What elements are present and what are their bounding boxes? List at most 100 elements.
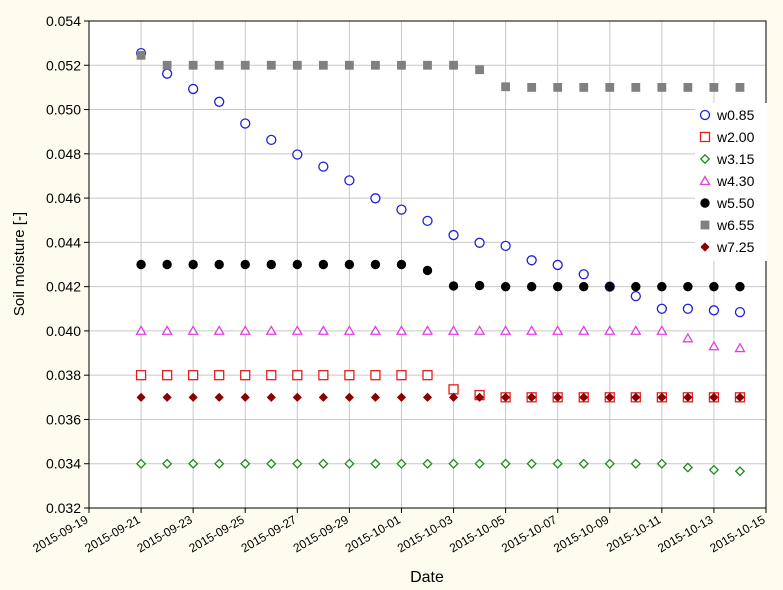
data-point (292, 370, 303, 381)
y-tick-label: 0.036 (46, 411, 81, 427)
data-point (709, 281, 719, 292)
data-point (369, 325, 382, 335)
data-point (395, 325, 408, 335)
data-point (188, 259, 198, 270)
data-point (526, 458, 537, 469)
data-point (734, 466, 746, 477)
data-point (448, 384, 459, 395)
data-point (709, 83, 719, 92)
data-point (162, 60, 172, 70)
data-point (396, 392, 407, 402)
data-point (370, 259, 381, 270)
data-point (292, 458, 303, 469)
data-point (344, 458, 355, 469)
data-point (188, 83, 199, 95)
data-point (682, 303, 694, 314)
data-point (396, 370, 407, 381)
data-point (448, 458, 459, 469)
data-point (474, 280, 485, 291)
data-point (605, 281, 615, 292)
data-point (292, 60, 302, 70)
y-tick-label: 0.044 (46, 234, 81, 250)
data-point (266, 370, 277, 381)
legend: w0.85 w2.00 w3.15 w4.30 w5.50 w6.55 w7.25 (695, 103, 767, 261)
data-point (239, 325, 251, 335)
data-point (422, 370, 433, 381)
data-point (526, 255, 537, 266)
legend-marker (700, 198, 710, 208)
data-point (475, 392, 485, 402)
data-point (370, 370, 381, 381)
data-point (631, 392, 641, 402)
data-point (214, 60, 224, 70)
data-point (317, 325, 329, 335)
data-point (292, 259, 303, 270)
data-point (188, 370, 199, 381)
legend-label: w2.00 (716, 129, 755, 145)
y-tick-label: 0.046 (46, 190, 81, 206)
data-point (448, 281, 459, 291)
data-point (370, 193, 381, 204)
y-tick-label: 0.034 (46, 456, 81, 472)
legend-item: w4.30 (699, 173, 755, 189)
data-point (396, 259, 407, 270)
data-point (422, 265, 433, 276)
data-point (527, 83, 537, 92)
data-point (240, 370, 251, 381)
data-point (318, 370, 329, 381)
data-point (708, 305, 720, 316)
data-point (162, 259, 172, 270)
data-point (266, 134, 277, 146)
legend-marker (700, 220, 710, 230)
data-point (604, 325, 616, 335)
data-point (344, 60, 354, 70)
data-point (579, 392, 589, 402)
data-point (553, 83, 563, 92)
data-point (344, 370, 355, 381)
y-tick-label: 0.050 (46, 102, 81, 118)
data-point (135, 370, 147, 381)
legend-marker (699, 153, 711, 165)
data-point (188, 392, 198, 402)
data-point (657, 281, 667, 292)
data-point (630, 291, 641, 302)
data-point (708, 340, 720, 351)
data-point (682, 462, 694, 473)
data-point (240, 259, 250, 270)
y-axis-label: Soil moisture [-] (11, 212, 28, 316)
data-point (734, 306, 746, 318)
data-point (735, 281, 745, 292)
y-tick-label: 0.052 (46, 57, 81, 73)
legend-item: w7.25 (700, 239, 755, 255)
data-point (735, 392, 745, 402)
x-axis-label: Date (410, 569, 444, 586)
data-point (656, 325, 668, 335)
data-point (265, 325, 277, 335)
data-point (266, 259, 276, 270)
data-point (240, 118, 251, 129)
data-point (526, 281, 537, 292)
data-point (292, 149, 303, 160)
series-w0.85 (135, 47, 746, 318)
legend-label: w3.15 (716, 151, 755, 167)
data-point (344, 392, 354, 402)
data-point (657, 83, 667, 92)
data-point (396, 458, 407, 469)
legend-marker (699, 109, 711, 121)
data-point (631, 281, 641, 292)
data-point (344, 259, 355, 270)
data-point (214, 96, 225, 107)
data-point (161, 325, 173, 335)
data-point (527, 392, 537, 402)
data-point (552, 259, 563, 271)
y-tick-label: 0.032 (46, 500, 81, 516)
data-point (291, 325, 303, 335)
data-point (422, 458, 433, 469)
data-point (474, 458, 485, 469)
y-tick-label: 0.048 (46, 146, 81, 162)
data-point (423, 60, 432, 70)
legend-label: w5.50 (716, 195, 755, 211)
data-point (214, 259, 224, 270)
legend-label: w6.55 (716, 217, 755, 233)
data-point (318, 392, 328, 402)
